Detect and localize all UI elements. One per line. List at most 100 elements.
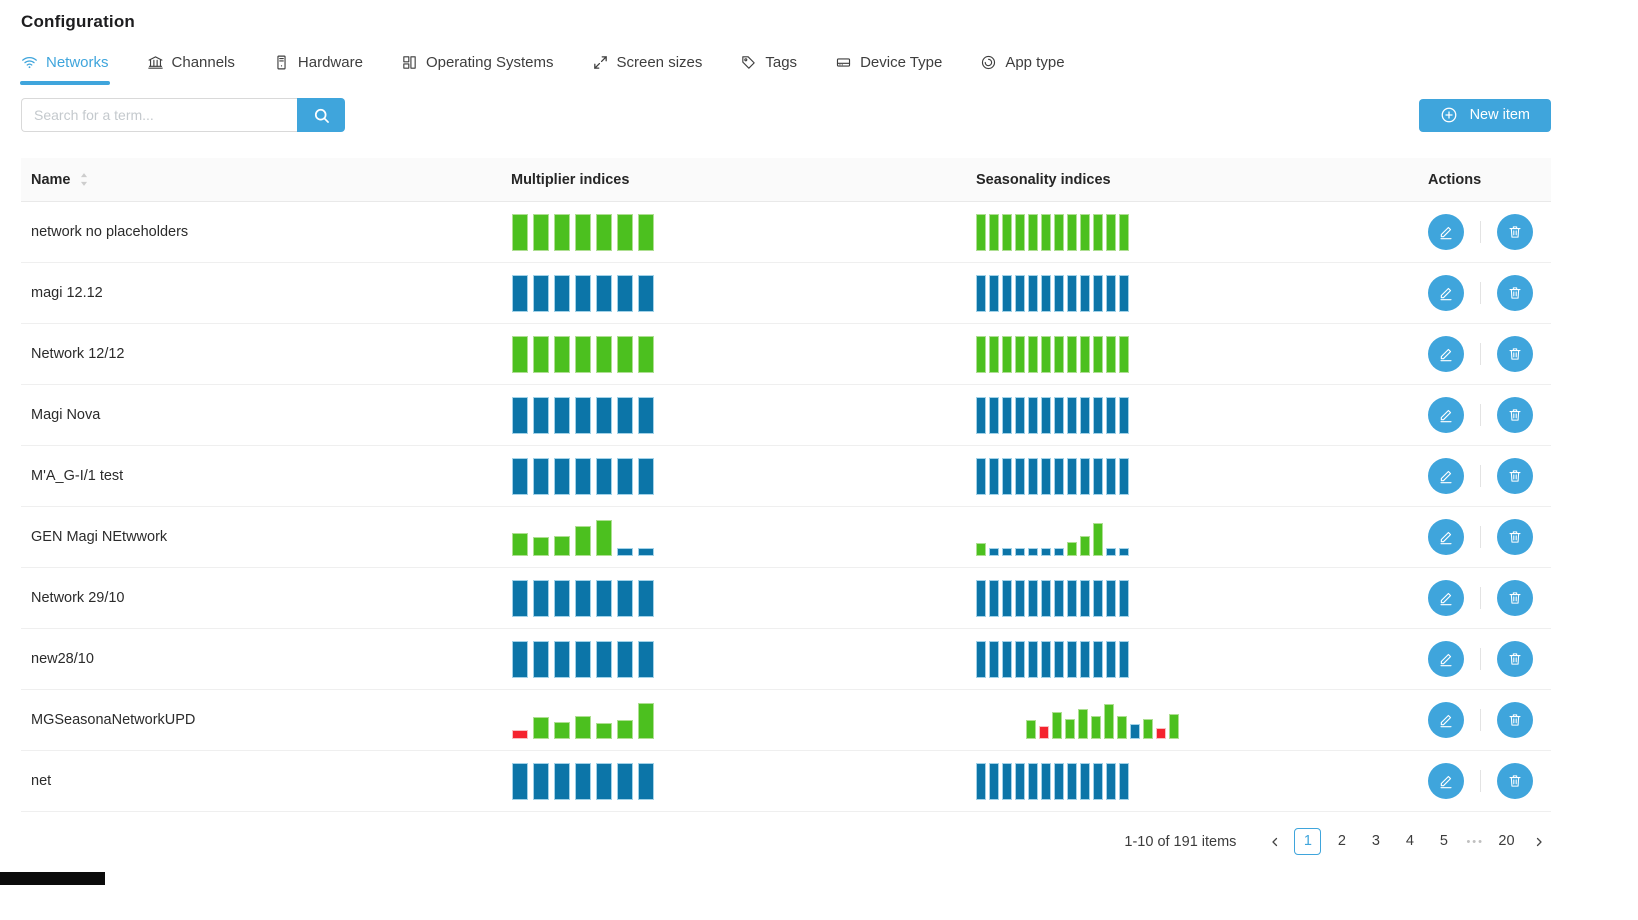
pagination-summary: 1-10 of 191 items <box>1124 833 1237 850</box>
tab-label: Networks <box>46 54 109 71</box>
delete-button[interactable] <box>1497 336 1533 372</box>
search-button[interactable] <box>297 98 345 132</box>
index-bar <box>575 396 591 434</box>
index-bar <box>1041 547 1051 556</box>
index-bar <box>989 396 999 434</box>
index-bar <box>976 335 986 373</box>
page-button-2[interactable]: 2 <box>1337 833 1346 849</box>
column-label-multiplier: Multiplier indices <box>511 171 630 188</box>
tab-hardware[interactable]: Hardware <box>273 54 363 85</box>
multiplier-chart-cell <box>497 213 962 251</box>
edit-button[interactable] <box>1428 458 1464 494</box>
index-bar <box>1067 457 1077 495</box>
column-label-seasonality: Seasonality indices <box>976 171 1111 188</box>
edit-icon <box>1438 468 1454 484</box>
index-bar <box>1028 640 1038 678</box>
edit-button[interactable] <box>1428 336 1464 372</box>
edit-button[interactable] <box>1428 397 1464 433</box>
index-bar <box>575 715 591 739</box>
index-bar <box>554 535 570 556</box>
multiplier-chart <box>512 762 962 800</box>
index-bar <box>1093 213 1103 251</box>
index-bar <box>1041 213 1051 251</box>
tab-label: App type <box>1005 54 1065 71</box>
column-header-name[interactable]: Name <box>21 171 497 188</box>
delete-button[interactable] <box>1497 275 1533 311</box>
multiplier-chart-cell <box>497 579 962 617</box>
seasonality-chart-cell <box>962 762 1414 800</box>
index-bar <box>1041 335 1051 373</box>
chevron-right-icon <box>1533 836 1545 848</box>
index-bar <box>1119 335 1129 373</box>
multiplier-chart-cell <box>497 457 962 495</box>
index-bar <box>1067 213 1077 251</box>
index-bar <box>617 579 633 617</box>
seasonality-chart-cell <box>962 335 1414 373</box>
delete-button[interactable] <box>1497 458 1533 494</box>
edit-button[interactable] <box>1428 641 1464 677</box>
row-name: net <box>31 773 52 789</box>
hard-drive-icon <box>835 54 852 71</box>
edit-button[interactable] <box>1428 763 1464 799</box>
delete-button[interactable] <box>1497 519 1533 555</box>
delete-button[interactable] <box>1497 641 1533 677</box>
index-bar <box>1002 335 1012 373</box>
index-bar <box>1106 213 1116 251</box>
page-button-3[interactable]: 3 <box>1371 833 1380 849</box>
edit-button[interactable] <box>1428 519 1464 555</box>
trash-icon <box>1507 712 1523 728</box>
pagination-next-button[interactable] <box>1527 830 1551 854</box>
page-button-4[interactable]: 4 <box>1405 833 1414 849</box>
pagination-prev-button[interactable] <box>1263 830 1287 854</box>
edit-button[interactable] <box>1428 580 1464 616</box>
table-row: MGSeasonaNetworkUPD <box>21 690 1551 751</box>
tab-label: Tags <box>765 54 798 71</box>
table-row: new28/10 <box>21 629 1551 690</box>
index-bar <box>1015 335 1025 373</box>
edit-button[interactable] <box>1428 702 1464 738</box>
page-button-1[interactable]: 1 <box>1294 828 1322 855</box>
delete-button[interactable] <box>1497 763 1533 799</box>
multiplier-chart <box>512 213 962 251</box>
index-bar <box>1041 396 1051 434</box>
row-actions <box>1414 458 1551 494</box>
tab-screen-sizes[interactable]: Screen sizes <box>592 54 702 85</box>
index-bar <box>1091 715 1101 739</box>
page-button-20[interactable]: 20 <box>1498 833 1515 849</box>
tab-label: Channels <box>171 54 235 71</box>
trash-icon <box>1507 285 1523 301</box>
index-bar <box>1080 213 1090 251</box>
tab-operating-systems[interactable]: Operating Systems <box>401 54 554 85</box>
delete-button[interactable] <box>1497 397 1533 433</box>
sort-carets-icon[interactable] <box>78 171 90 188</box>
index-bar <box>1054 396 1064 434</box>
delete-button[interactable] <box>1497 702 1533 738</box>
index-bar <box>575 762 591 800</box>
page-button-5[interactable]: 5 <box>1439 833 1448 849</box>
table-row: net <box>21 751 1551 812</box>
edit-button[interactable] <box>1428 214 1464 250</box>
tab-device-type[interactable]: Device Type <box>835 54 942 85</box>
tab-channels[interactable]: Channels <box>147 54 235 85</box>
search-input[interactable] <box>21 98 297 132</box>
tab-tags[interactable]: Tags <box>740 54 797 85</box>
tab-app-type[interactable]: App type <box>980 54 1065 85</box>
index-bar <box>1002 640 1012 678</box>
tab-networks[interactable]: Networks <box>20 54 110 85</box>
index-bar <box>1169 713 1179 739</box>
delete-button[interactable] <box>1497 580 1533 616</box>
multiplier-chart <box>512 640 962 678</box>
delete-button[interactable] <box>1497 214 1533 250</box>
index-bar <box>575 579 591 617</box>
edit-icon <box>1438 529 1454 545</box>
index-bar <box>575 274 591 312</box>
actions-divider <box>1480 648 1481 670</box>
index-bar <box>596 640 612 678</box>
multiplier-chart <box>512 335 962 373</box>
row-actions <box>1414 275 1551 311</box>
index-bar <box>976 457 986 495</box>
index-bar <box>1067 335 1077 373</box>
edit-button[interactable] <box>1428 275 1464 311</box>
seasonality-chart <box>976 640 1414 678</box>
new-item-button[interactable]: New item <box>1418 98 1551 132</box>
